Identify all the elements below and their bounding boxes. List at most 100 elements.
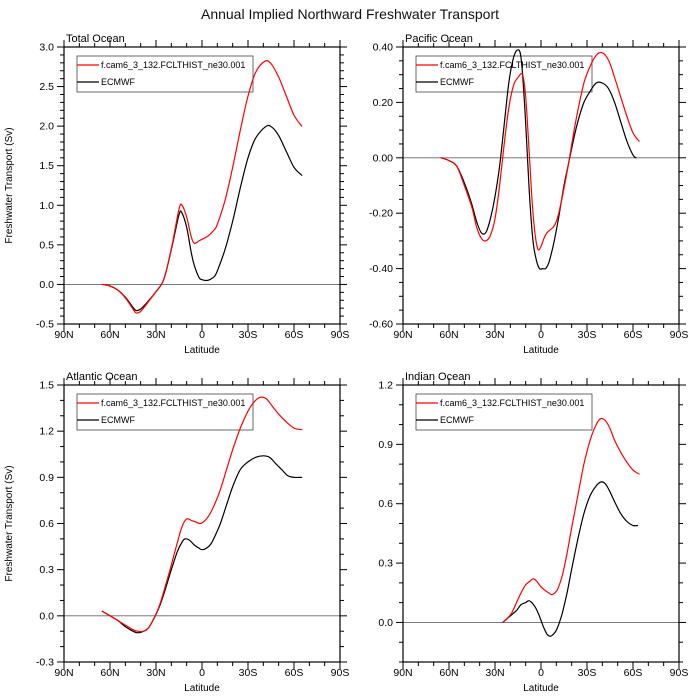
x-axis-label: Latitude [184,683,220,694]
y-tick-label: 1.0 [39,200,54,212]
y-tick-label: 0.20 [373,97,394,109]
x-tick-label: 60N [100,329,119,341]
x-tick-label: 60S [624,329,643,341]
x-tick-label: 60N [100,667,119,679]
y-tick-label: 0.0 [378,617,393,629]
chart-total-ocean: Total Ocean Freshwater Transport (Sv) 90N 6… [4,33,350,356]
x-tick-label: 30N [146,329,165,341]
y-tick-label: 2.0 [39,121,54,133]
y-tick-label: 0.6 [39,518,54,530]
legend-box [415,393,593,431]
x-tick-label: 90N [54,667,73,679]
legend-box [76,55,254,93]
legend: f.cam6_3_132.FCLTHIST_ne30.001 ECMWF [415,393,593,431]
x-tick-label: 90N [54,329,73,341]
legend-label: ECMWF [440,415,474,425]
y-tick-label: -0.20 [369,208,393,220]
y-tick-label: 0.9 [378,439,393,451]
y-tick-label: 0.0 [39,610,54,622]
x-tick-label: 90S [331,329,350,341]
x-tick-label: 30S [578,667,597,679]
x-tick-label: 0 [538,667,544,679]
series-line-reference [502,481,639,637]
x-tick-label: 0 [538,329,544,341]
figure-title: Annual Implied Northward Freshwater Tran… [200,6,500,22]
y-tick-label: 0.0 [39,279,54,291]
panel-title: Pacific Ocean [405,33,473,45]
x-tick-label: 60S [624,667,643,679]
series-line-model [440,51,640,251]
legend-box [415,55,593,93]
panel-pacific-ocean: Pacific Ocean 90N 60N 30N 0 30S 60S 90S 0.40 0.20… [350,30,700,362]
series-line-reference [101,455,303,634]
series-line-model [101,60,303,314]
panels-grid: Total Ocean Freshwater Transport (Sv) 90N 6… [0,30,700,700]
y-tick-label: 1.2 [39,426,54,438]
x-tick-label: 30N [485,329,504,341]
legend-label: ECMWF [440,77,474,87]
legend-label: ECMWF [101,415,135,425]
x-tick-label: 30N [146,667,165,679]
legend-label: ECMWF [101,77,135,87]
y-axis-label: Freshwater Transport (Sv) [4,465,15,581]
x-tick-label: 0 [199,329,205,341]
x-tick-label: 90S [670,667,689,679]
x-tick-label: 90S [331,667,350,679]
x-tick-label: 60N [439,667,458,679]
x-axis-label: Latitude [523,683,559,694]
x-axis-label: Latitude [184,345,220,356]
legend-label: f.cam6_3_132.FCLTHIST_ne30.001 [440,398,584,408]
legend-box [76,393,254,431]
chart-atlantic-ocean: Atlantic Ocean Freshwater Transport (Sv) 9… [4,371,350,694]
y-tick-label: -0.40 [369,263,393,275]
y-tick-label: 0.3 [378,558,393,570]
x-tick-label: 30S [578,329,597,341]
y-tick-label: 1.5 [39,160,54,172]
x-tick-label: 60S [285,667,304,679]
y-tick-label: -0.5 [36,319,54,331]
x-tick-label: 90N [393,329,412,341]
series-line-reference [101,124,303,312]
panel-indian-ocean: Indian Ocean 90N 60N 30N 0 30S 60S 90S 1.2 0.9 0.6… [350,368,700,700]
series-line-model [101,396,303,633]
series-line-reference [440,49,637,270]
panel-atlantic-ocean: Atlantic Ocean Freshwater Transport (Sv) 9… [0,368,350,700]
y-tick-label: 0.6 [378,498,393,510]
panel-total-ocean: Total Ocean Freshwater Transport (Sv) 90N 6… [0,30,350,362]
y-tick-label: 0.40 [373,42,394,54]
panel-title: Total Ocean [66,33,125,45]
x-tick-label: 30S [239,667,258,679]
y-tick-label: 0.00 [373,152,394,164]
x-tick-label: 90S [670,329,689,341]
y-axis-label: Freshwater Transport (Sv) [4,127,15,243]
plot-frame [402,46,680,325]
series-line-model [502,417,640,623]
y-tick-label: 1.2 [378,380,393,392]
x-tick-label: 30S [239,329,258,341]
x-tick-label: 60N [439,329,458,341]
y-tick-label: 0.9 [39,472,54,484]
y-tick-label: 3.0 [39,42,54,54]
y-tick-label: 0.5 [39,239,54,251]
chart-indian-ocean: Indian Ocean 90N 60N 30N 0 30S 60S 90S 1.2 0.9 0.6… [378,371,689,694]
x-tick-label: 60S [285,329,304,341]
y-tick-label: 0.3 [39,564,54,576]
y-tick-label: 2.5 [39,81,54,93]
legend: f.cam6_3_132.FCLTHIST_ne30.001 ECMWF [76,55,254,93]
panel-title: Atlantic Ocean [66,371,138,383]
legend-label: f.cam6_3_132.FCLTHIST_ne30.001 [101,398,245,408]
x-tick-label: 30N [485,667,504,679]
chart-pacific-ocean: Pacific Ocean 90N 60N 30N 0 30S 60S 90S 0.40 0.20… [369,33,689,356]
legend: f.cam6_3_132.FCLTHIST_ne30.001 ECMWF [76,393,254,431]
panel-title: Indian Ocean [405,371,470,383]
y-tick-label: -0.60 [369,319,393,331]
plot-frame [63,46,341,325]
y-tick-label: 1.5 [39,380,54,392]
x-tick-label: 0 [199,667,205,679]
legend-label: f.cam6_3_132.FCLTHIST_ne30.001 [101,60,245,70]
x-axis-label: Latitude [523,345,559,356]
y-tick-label: -0.3 [36,657,54,669]
x-tick-label: 90N [393,667,412,679]
